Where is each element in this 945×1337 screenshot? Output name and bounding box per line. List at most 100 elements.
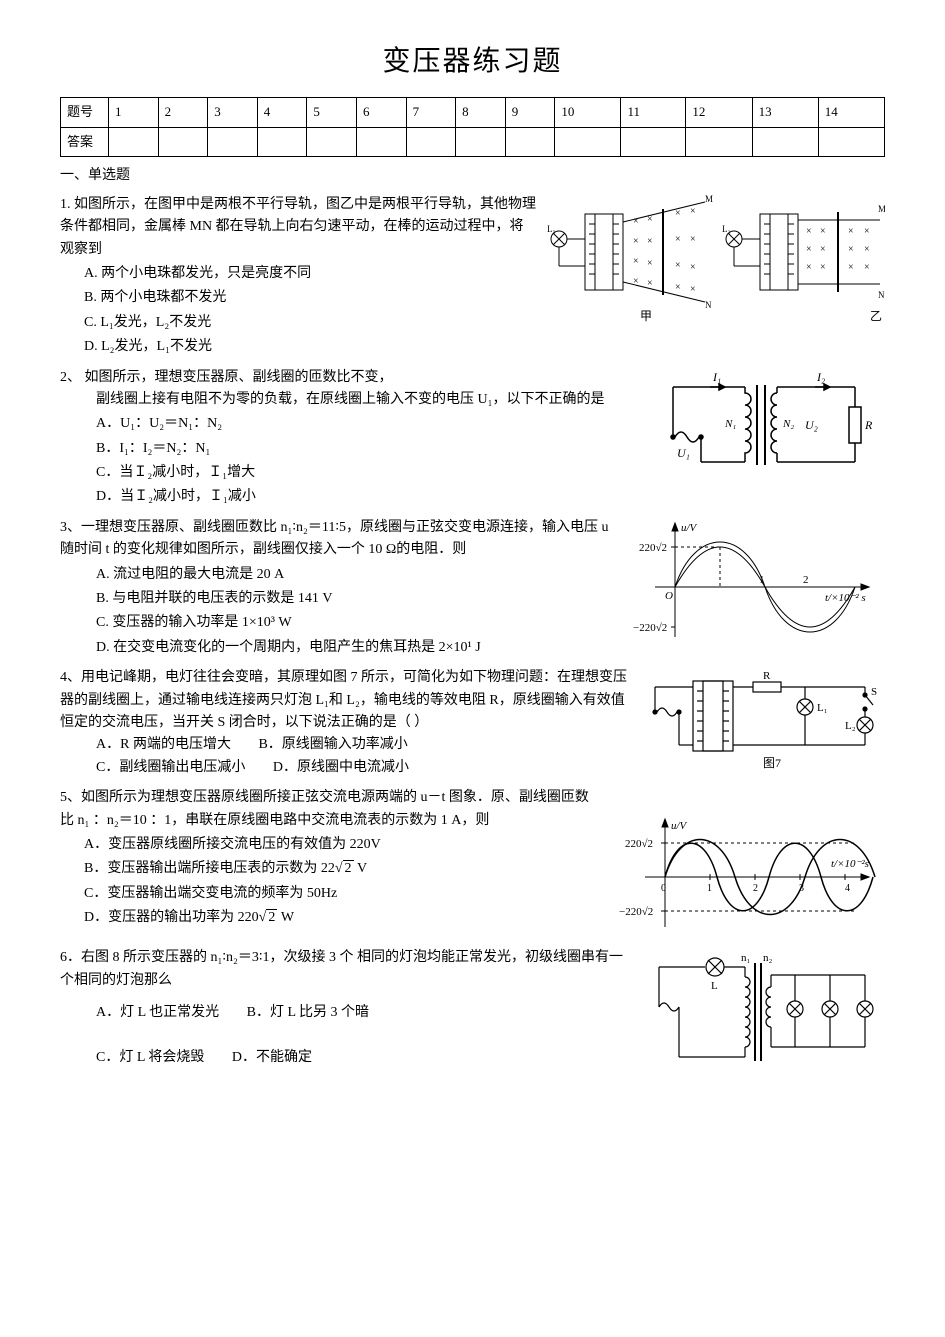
n-label: N [705, 300, 712, 310]
svg-text:×: × [647, 236, 653, 247]
r-label: R [763, 670, 771, 682]
section-heading: 一、单选题 [60, 165, 885, 187]
svg-text:×: × [690, 262, 696, 273]
svg-text:×: × [864, 244, 870, 255]
l2-label: L₂ [722, 224, 731, 234]
cell: 12 [686, 97, 752, 127]
answer-table: 题号 1 2 3 4 5 6 7 8 9 10 11 12 13 14 答案 [60, 97, 885, 158]
i2-label: I₂ [816, 370, 825, 384]
svg-text:M: M [878, 204, 885, 214]
xt2: 2 [753, 883, 758, 894]
l1-label: L₁ [817, 702, 828, 714]
q4-opt-b: B．原线圈输入功率减小 [258, 734, 407, 756]
ytick-pos: 220√2 [639, 542, 667, 554]
cell: 2 [158, 97, 208, 127]
r-label: R [864, 418, 873, 432]
xt1: 1 [707, 883, 712, 894]
cell: 5 [307, 97, 357, 127]
fig-caption: 图7 [763, 756, 781, 770]
s-label: S [871, 686, 877, 698]
cell: 8 [456, 97, 506, 127]
q1-figure: L₁ M N × × × × × × × × [545, 194, 885, 324]
n1-label: n₁ [741, 952, 751, 964]
q1-opt-d: D. L₂发光，L₁不发光 [84, 336, 885, 358]
svg-text:×: × [647, 258, 653, 269]
q6-figure: L n₁ n₂ [645, 947, 885, 1077]
q3-figure: u/V t/×10⁻² s O 220√2 −220√2 1 2 [625, 517, 885, 647]
l1-label: L₁ [547, 224, 556, 234]
cell: 13 [752, 97, 818, 127]
ylabel: u/V [671, 820, 688, 832]
svg-text:×: × [633, 236, 639, 247]
cell: 3 [208, 97, 258, 127]
svg-text:N: N [878, 290, 885, 300]
q4-opt-a: A．R 两端的电压增大 [96, 734, 231, 756]
i1-label: I₁ [712, 370, 721, 384]
question-4: R L₁ S L₂ 图7 4、用电记峰期，电灯往往会变暗，其原理如图 [60, 667, 885, 781]
svg-text:×: × [647, 278, 653, 289]
question-6: L n₁ n₂ [60, 947, 885, 1081]
q6-opt-c: C．灯 L 将会烧毁 [96, 1047, 204, 1069]
question-2: U₁ I₁ N₁ N₂ I₂ [60, 367, 885, 511]
cell: 11 [621, 97, 686, 127]
svg-text:×: × [675, 260, 681, 271]
svg-text:×: × [806, 226, 812, 237]
q6-opt-a: A．灯 L 也正常发光 [96, 1002, 219, 1024]
cell: 4 [257, 97, 307, 127]
ylabel: u/V [681, 522, 698, 534]
cell: 1 [109, 97, 159, 127]
page-title: 变压器练习题 [60, 40, 885, 85]
yneg: −220√2 [619, 906, 653, 918]
question-5: u/V t/×10⁻²s 220√2 −220√2 0 1 2 3 4 [60, 787, 885, 941]
l2-label: L₂ [845, 720, 856, 732]
fig-right-label: 乙 [870, 309, 882, 323]
l-label: L [711, 980, 718, 992]
row-label: 题号 [61, 97, 109, 127]
svg-text:×: × [820, 262, 826, 273]
svg-text:×: × [864, 226, 870, 237]
u1-label: U₁ [677, 446, 690, 460]
q2-figure: U₁ I₁ N₁ N₂ I₂ [655, 367, 885, 477]
q2-opt-d: D．当Ｉ₂减小时，Ｉ₁减小 [96, 486, 885, 508]
svg-text:×: × [647, 214, 653, 225]
q4-opt-c: C．副线圈输出电压减小 [96, 757, 245, 779]
svg-text:×: × [820, 226, 826, 237]
n2-label: n₂ [763, 952, 773, 964]
u2-label: U₂ [805, 418, 818, 432]
xt4: 4 [845, 883, 850, 894]
svg-text:×: × [633, 276, 639, 287]
svg-text:×: × [675, 208, 681, 219]
cell: 7 [406, 97, 456, 127]
ypos: 220√2 [625, 838, 653, 850]
svg-text:×: × [633, 256, 639, 267]
svg-text:×: × [690, 234, 696, 245]
q6-opt-d: D．不能确定 [232, 1047, 312, 1069]
cell: 14 [818, 97, 884, 127]
q4-opt-d: D．原线圈中电流减小 [273, 757, 409, 779]
xtick-2: 2 [803, 574, 809, 586]
svg-text:×: × [675, 282, 681, 293]
n1-label: N₁ [724, 418, 736, 430]
svg-text:×: × [848, 244, 854, 255]
svg-text:×: × [848, 262, 854, 273]
q5-figure: u/V t/×10⁻²s 220√2 −220√2 0 1 2 3 4 [605, 817, 885, 937]
ytick-neg: −220√2 [633, 622, 667, 634]
xlabel: t/×10⁻²s [831, 858, 869, 870]
question-3: u/V t/×10⁻² s O 220√2 −220√2 1 2 3、一 [60, 517, 885, 661]
svg-text:×: × [690, 206, 696, 217]
svg-text:×: × [633, 216, 639, 227]
table-row: 答案 [61, 127, 885, 157]
cell: 10 [555, 97, 621, 127]
svg-text:×: × [806, 244, 812, 255]
cell: 9 [505, 97, 555, 127]
svg-text:×: × [820, 244, 826, 255]
svg-text:×: × [675, 234, 681, 245]
fig-left-label: 甲 [640, 309, 652, 323]
m-label: M [705, 194, 713, 204]
svg-text:×: × [848, 226, 854, 237]
origin: O [665, 590, 673, 602]
svg-text:×: × [806, 262, 812, 273]
table-row: 题号 1 2 3 4 5 6 7 8 9 10 11 12 13 14 [61, 97, 885, 127]
q6-opt-b: B．灯 L 比另 3 个暗 [247, 1002, 369, 1024]
xt0: 0 [661, 883, 666, 894]
